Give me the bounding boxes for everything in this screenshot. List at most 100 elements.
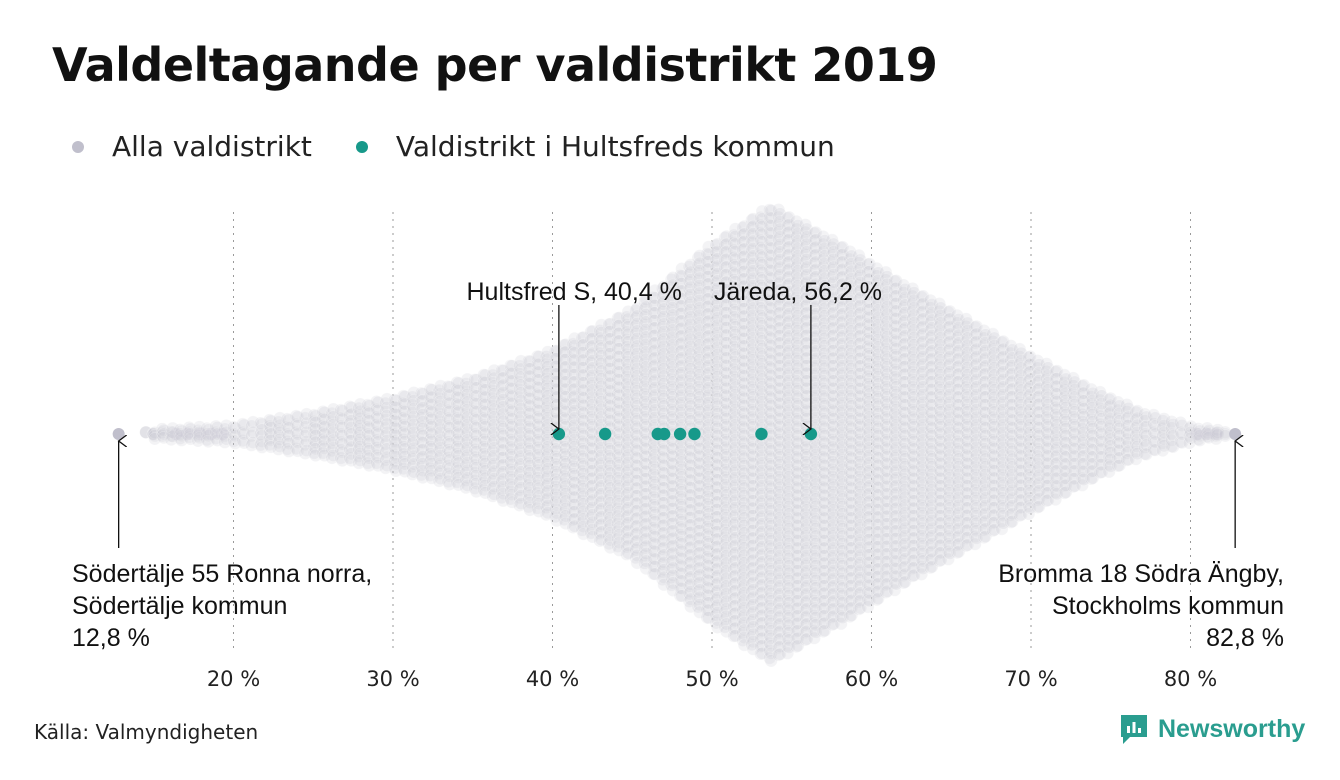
swarm-point	[209, 419, 223, 433]
swarm-point	[334, 443, 348, 457]
swarm-point	[389, 457, 403, 471]
swarm-point	[280, 442, 294, 456]
swarm-point	[343, 400, 357, 414]
swarm-point	[146, 427, 160, 441]
swarm-point	[396, 432, 410, 446]
swarm-point	[210, 433, 224, 447]
swarm-point	[343, 408, 357, 422]
swarm-point	[416, 470, 430, 484]
swarm-point	[325, 406, 339, 420]
swarm-point	[298, 411, 312, 425]
swarm-point	[193, 420, 207, 434]
swarm-point	[362, 399, 376, 413]
swarm-point	[396, 396, 410, 410]
swarm-point	[166, 421, 180, 435]
swarm-point	[317, 441, 331, 455]
swarm-point	[380, 434, 394, 448]
swarm-point	[173, 427, 187, 441]
swarm-point	[387, 420, 401, 434]
swarm-point	[416, 415, 430, 429]
swarm-point	[389, 443, 403, 457]
swarm-point	[387, 427, 401, 441]
swarm-point	[236, 425, 250, 439]
swarm-point	[344, 440, 358, 454]
swarm-point	[254, 438, 268, 452]
swarm-point	[380, 442, 394, 456]
swarm-point	[398, 449, 412, 463]
swarm-point	[361, 405, 375, 419]
swarm-point	[416, 422, 430, 436]
swarm-point	[175, 429, 189, 443]
swarm-point	[389, 415, 403, 429]
swarm-point	[371, 419, 385, 433]
swarm-point	[335, 420, 349, 434]
swarm-point	[271, 415, 285, 429]
swarm-point	[191, 429, 205, 443]
swarm-point	[334, 427, 348, 441]
swarm-point	[353, 446, 367, 460]
swarm-point	[193, 425, 207, 439]
swarm-point	[228, 421, 242, 435]
swarm-point	[387, 447, 401, 461]
swarm-point	[316, 425, 330, 439]
swarm-point	[352, 456, 366, 470]
swarm-point	[236, 433, 250, 447]
swarm-point	[334, 403, 348, 417]
swarm-point	[155, 422, 169, 436]
swarm-point	[155, 429, 169, 443]
swarm-point	[164, 429, 178, 443]
swarm-point	[289, 433, 303, 447]
swarm-point	[334, 411, 348, 425]
swarm-point	[352, 442, 366, 456]
swarm-point	[255, 429, 269, 443]
swarm-point	[291, 444, 305, 458]
swarm-point	[405, 436, 419, 450]
swarm-point	[139, 425, 153, 439]
swarm-point	[316, 446, 330, 460]
swarm-point	[309, 409, 323, 423]
swarm-point	[210, 427, 224, 441]
swarm-point	[387, 413, 401, 427]
swarm-point	[407, 449, 421, 463]
swarm-point	[335, 404, 349, 418]
swarm-point	[405, 413, 419, 427]
swarm-point	[307, 433, 321, 447]
swarm-point	[371, 435, 385, 449]
swarm-point	[237, 427, 251, 441]
swarm-point	[246, 425, 260, 439]
swarm-point	[423, 382, 437, 396]
swarm-point	[326, 402, 340, 416]
swarm-point	[316, 405, 330, 419]
swarm-point	[326, 441, 340, 455]
swarm-point	[344, 420, 358, 434]
swarm-point	[416, 429, 430, 443]
swarm-point	[361, 398, 375, 412]
swarm-point	[271, 422, 285, 436]
swarm-point	[182, 421, 196, 435]
swarm-point	[379, 404, 393, 418]
swarm-point	[184, 427, 198, 441]
swarm-point	[352, 401, 366, 415]
swarm-point	[282, 429, 296, 443]
swarm-point	[398, 442, 412, 456]
swarm-point	[380, 425, 394, 439]
swarm-point	[175, 424, 189, 438]
swarm-point	[343, 451, 357, 465]
swarm-point	[317, 434, 331, 448]
swarm-point	[201, 434, 215, 448]
swarm-point	[298, 437, 312, 451]
swarm-point	[184, 422, 198, 436]
swarm-point	[352, 415, 366, 429]
legend-item-hultsfred: Valdistrikt i Hultsfreds kommun	[355, 130, 835, 163]
swarm-point	[414, 443, 428, 457]
swarm-point	[264, 427, 278, 441]
chart-title: Valdeltagande per valdistrikt 2019	[52, 38, 938, 92]
swarm-point	[255, 417, 269, 431]
swarm-point	[343, 434, 357, 448]
swarm-point	[387, 407, 401, 421]
swarm-point	[414, 460, 428, 474]
swarm-point	[173, 423, 187, 437]
swarm-point	[326, 410, 340, 424]
swarm-point	[371, 451, 385, 465]
swarm-point	[405, 398, 419, 412]
